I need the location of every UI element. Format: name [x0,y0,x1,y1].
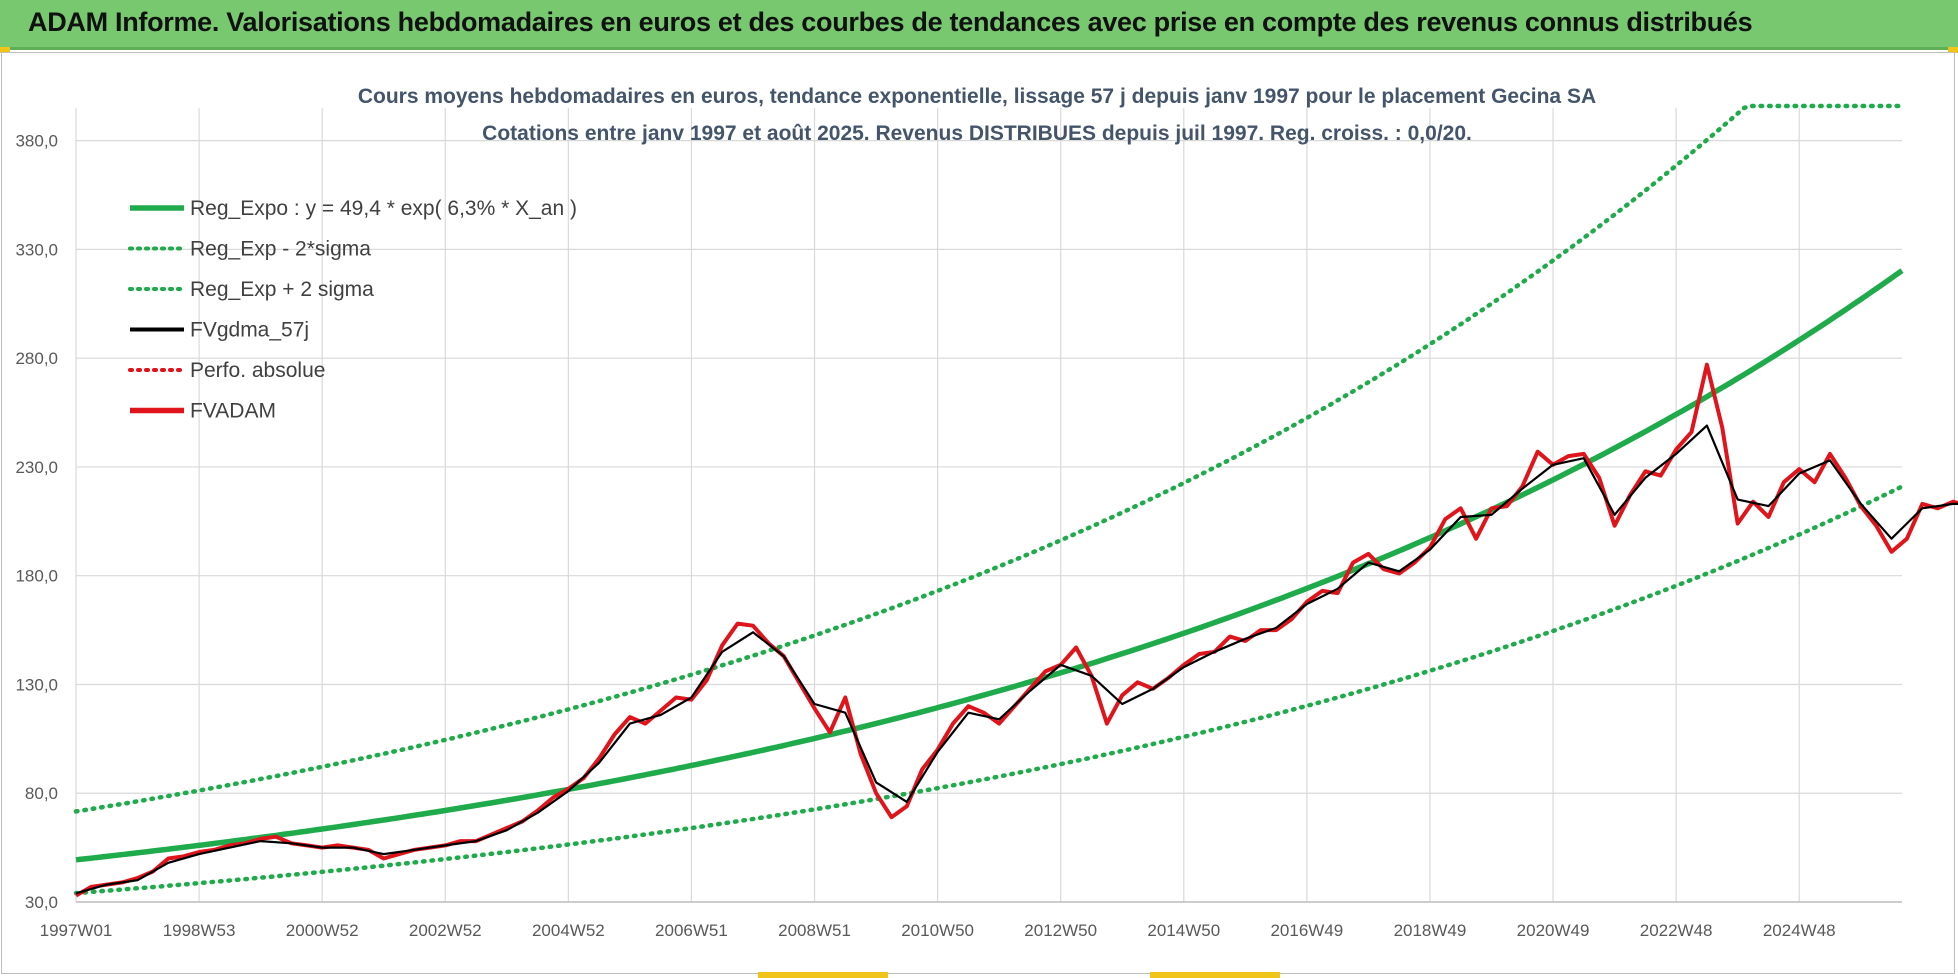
corner-marker-left [0,47,10,53]
header-banner: ADAM Informe. Valorisations hebdomadaire… [0,0,1958,50]
series-group [73,103,1958,898]
y-tick-label: 230,0 [15,458,58,477]
x-tick-label: 2008W51 [778,921,851,940]
legend-label: FVgdma_57j [190,319,309,342]
series-line-reg-plus-2sigma [73,103,1905,814]
x-tick-label: 2010W50 [901,921,974,940]
bottom-tab-marker [758,972,888,978]
x-tick-label: 2020W49 [1517,921,1590,940]
y-tick-label: 180,0 [15,567,58,586]
y-tick-label: 330,0 [15,240,58,259]
chart-subtitle: Cotations entre janv 1997 et août 2025. … [482,122,1472,145]
y-tick-label: 280,0 [15,349,58,368]
x-tick-label: 2002W52 [409,921,482,940]
x-tick-label: 1997W01 [40,921,113,940]
y-tick-label: 30,0 [25,893,58,912]
x-tick-label: 2014W50 [1147,921,1220,940]
x-tick-label: 2012W50 [1024,921,1097,940]
x-tick-label: 2022W48 [1640,921,1713,940]
x-tick-label: 2018W49 [1394,921,1467,940]
series-line-reg-minus-2sigma [73,484,1905,896]
chart-frame [1,52,1955,974]
header-title: ADAM Informe. Valorisations hebdomadaire… [28,7,1753,37]
y-tick-label: 380,0 [15,132,58,151]
y-tick-labels: 30,0 80,0 130,0 180,0 230,0 280,0 330,0 380,0 [15,132,58,912]
series-line-reg-expo [75,268,1904,863]
x-tick-label: 2024W48 [1763,921,1836,940]
y-tick-label: 130,0 [15,675,58,694]
x-tick-label: 2000W52 [286,921,359,940]
x-tick-label: 2016W49 [1270,921,1343,940]
x-tick-label: 2006W51 [655,921,728,940]
x-tick-labels: 1997W01 1998W53 2000W52 2002W52 2004W52 2006W… [40,921,1836,940]
legend: Reg_Expo : y = 49,4 * exp( 6,3% * X_an )… [128,197,577,423]
grid-lines [75,108,1902,903]
y-tick-label: 80,0 [25,784,58,803]
x-tick-label: 1998W53 [163,921,236,940]
legend-label: Perfo. absolue [190,359,325,382]
x-tick-label: 2004W52 [532,921,605,940]
legend-label: Reg_Expo : y = 49,4 * exp( 6,3% * X_an ) [190,197,577,220]
legend-label: Reg_Exp - 2*sigma [190,238,371,261]
chart-title: Cours moyens hebdomadaires en euros, ten… [358,85,1596,108]
bottom-tab-marker [1150,972,1280,978]
legend-label: FVADAM [190,400,276,423]
legend-label: Reg_Exp + 2 sigma [190,278,374,301]
series-line-fvgdma-57j [75,424,1958,895]
corner-marker-right [1948,47,1958,53]
